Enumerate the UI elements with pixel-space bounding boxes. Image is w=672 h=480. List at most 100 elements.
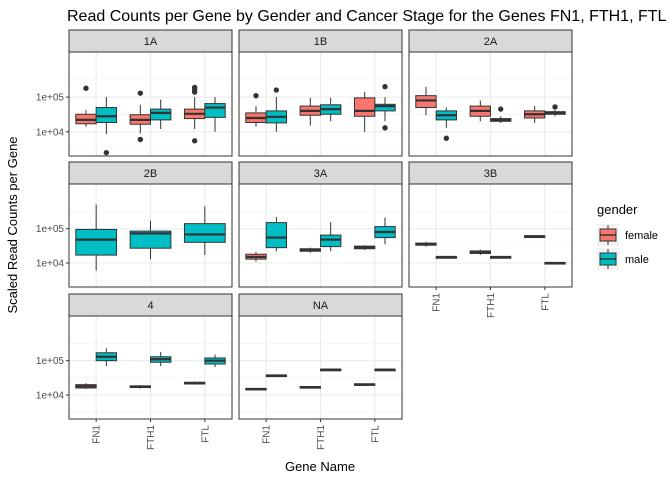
x-tick-label: FN1	[432, 293, 443, 312]
legend-label: female	[625, 230, 658, 242]
x-tick-label: FTH1	[486, 293, 497, 318]
box-body	[353, 97, 376, 117]
x-tick-label: FN1	[262, 425, 273, 444]
facet-panel-1B: 1B	[238, 29, 403, 157]
box-FTH1-male	[129, 220, 172, 260]
outlier-point	[191, 138, 198, 144]
facet-strip-label: 3B	[484, 168, 497, 180]
facet-panel-4: 4 1e+04 1e+05 FN1 FTH1 FTL	[36, 293, 233, 450]
box-FN1-female	[415, 241, 437, 247]
x-tick-label: FTL	[370, 425, 381, 443]
box-FTH1-male	[150, 99, 172, 130]
box-FTH1-male	[320, 222, 342, 252]
box-FN1-female	[415, 86, 437, 116]
facet-panel-2B: 2B 1e+04 1e+05	[36, 161, 233, 288]
box-body	[374, 103, 396, 112]
legend: gender female male	[597, 202, 658, 270]
box-FTL-female	[353, 245, 376, 250]
outlier-point	[137, 90, 144, 96]
box-body	[95, 107, 118, 124]
box-FN1-male	[265, 216, 288, 252]
box-FTL-female	[523, 235, 546, 239]
box-FN1-male	[75, 204, 118, 271]
box-FTH1-male	[490, 106, 512, 123]
legend-label: male	[625, 254, 649, 266]
facet-panel-3B: 3B FN1 FTH1 FTL	[408, 161, 573, 318]
outlier-point	[103, 149, 110, 156]
panel-border	[68, 183, 233, 288]
box-FTL-male	[374, 217, 396, 245]
outlier-point	[191, 89, 198, 95]
y-tick-label: 1e+05	[36, 224, 65, 235]
facet-panel-NA: NA FN1 FTH1 FTL	[238, 293, 403, 450]
box-FTH1-male	[150, 351, 172, 366]
outlier-point	[382, 83, 388, 90]
box-FTH1-female	[299, 247, 321, 253]
box-FN1-male	[435, 255, 458, 259]
box-body	[320, 234, 342, 248]
facet-panel-1A: 1A 1e+04 1e+05	[36, 29, 233, 157]
box-body	[183, 223, 226, 243]
x-tick-label: FTH1	[146, 425, 157, 450]
box-FTL-male	[183, 206, 226, 256]
x-tick-label: FN1	[92, 425, 103, 444]
facet-strip-label: 2B	[144, 168, 157, 180]
panel-border	[68, 51, 233, 157]
legend-entry-female: female	[597, 224, 658, 246]
box-body	[150, 108, 172, 121]
facet-strip-label: 2A	[484, 36, 498, 48]
box-FN1-male	[95, 97, 118, 156]
box-FN1-female	[245, 387, 267, 391]
x-tick-label: FTH1	[316, 425, 327, 450]
x-tick-label: FTL	[540, 293, 551, 311]
outlier-point	[253, 92, 259, 99]
y-tick-label: 1e+04	[36, 259, 65, 270]
facet-panel-3A: 3A	[238, 161, 403, 288]
box-FN1-male	[265, 87, 288, 132]
facet-strip-label: NA	[313, 300, 329, 312]
panel-border	[238, 51, 403, 157]
outlier-point	[137, 136, 144, 143]
box-body	[265, 222, 288, 249]
box-FTH1-female	[299, 385, 321, 389]
outlier-point	[382, 125, 388, 131]
box-FTL-male	[544, 261, 566, 265]
outlier-point	[83, 85, 89, 91]
y-tick-label: 1e+05	[36, 356, 65, 367]
box-FTH1-female	[129, 385, 151, 389]
panel-border	[238, 183, 403, 288]
facet-strip-label: 1A	[144, 36, 158, 48]
y-tick-label: 1e+04	[36, 127, 65, 138]
box-FN1-female	[75, 383, 97, 389]
box-FTL-male	[204, 354, 226, 368]
box-FTH1-male	[320, 368, 342, 372]
box-FN1-male	[265, 374, 288, 378]
chart-title: Read Counts per Gene by Gender and Cance…	[67, 8, 667, 25]
box-FTL-male	[204, 97, 226, 132]
box-body	[75, 228, 118, 256]
outlier-point	[273, 87, 280, 93]
facet-panels: 1A 1e+04 1e+05 1B 2A 2B 1e+04 1e+05 3A 3B FN1 FTH1 F…	[36, 29, 573, 450]
box-FTL-male	[374, 83, 396, 131]
box-FN1-male	[435, 107, 458, 141]
outlier-point	[552, 104, 558, 110]
legend-entry-male: male	[597, 248, 649, 270]
box-FTL-female	[183, 381, 206, 385]
outlier-point	[497, 106, 504, 112]
box-FTL-female	[353, 383, 376, 386]
box-FN1-female	[245, 251, 267, 262]
legend-title: gender	[597, 202, 638, 217]
box-FTH1-male	[320, 97, 342, 122]
facet-strip-label: 4	[147, 300, 153, 312]
box-body	[129, 230, 172, 249]
box-body	[204, 103, 226, 118]
box-FTL-male	[544, 104, 566, 117]
legend-entries: female male	[597, 224, 658, 270]
x-tick-label: FTL	[200, 425, 211, 443]
facet-panel-2A: 2A	[408, 29, 573, 157]
box-FTH1-female	[469, 100, 491, 122]
outlier-point	[443, 135, 450, 141]
box-FTL-female	[183, 84, 206, 144]
y-axis-title: Scaled Read Counts per Gene	[5, 136, 20, 313]
